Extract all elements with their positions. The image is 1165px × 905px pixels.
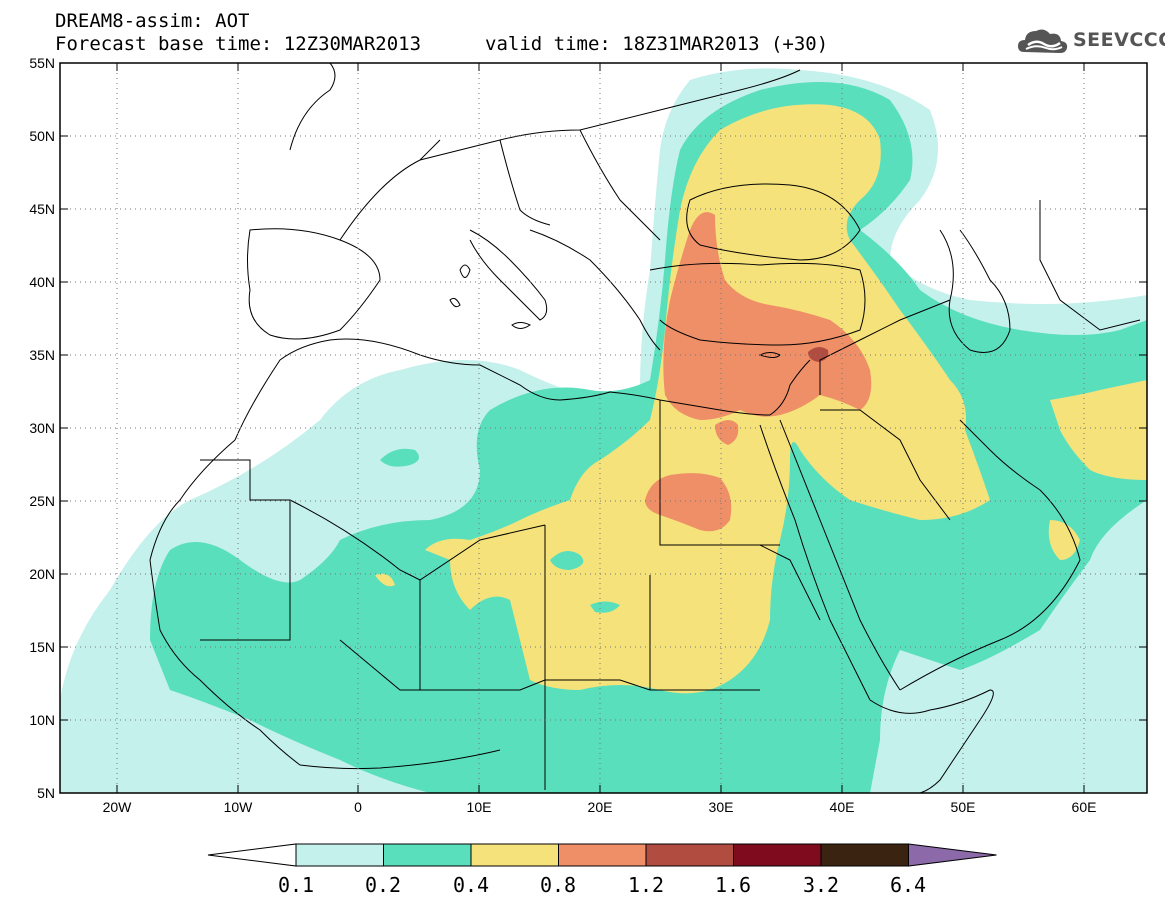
lat-label: 30N xyxy=(29,420,55,436)
lat-labels: 55N 50N 45N 40N 35N 30N 25N 20N 15N 10N … xyxy=(29,55,55,801)
valid-time: valid time: 18Z31MAR2013 (+30) xyxy=(485,33,829,55)
coastlines xyxy=(149,63,1141,793)
lon-label: 30E xyxy=(709,799,734,815)
colorbar-label: 0.4 xyxy=(453,873,489,897)
lon-label: 60E xyxy=(1072,799,1097,815)
lon-label: 40E xyxy=(830,799,855,815)
forecast-base-time: Forecast base time: 12Z30MAR2013 xyxy=(55,33,422,55)
colorbar-swatch xyxy=(470,843,559,867)
logo-text: SEEVCCC xyxy=(1073,29,1165,51)
lat-label: 55N xyxy=(29,55,55,71)
lat-label: 5N xyxy=(37,785,55,801)
colorbar xyxy=(207,843,997,867)
tick-marks xyxy=(60,62,1147,794)
lat-label: 35N xyxy=(29,347,55,363)
colorbar-swatch xyxy=(295,843,384,867)
lon-labels: 20W 10W 0 10E 20E 30E 40E 50E 60E xyxy=(103,799,1097,815)
colorbar-swatch xyxy=(820,843,909,867)
map-title: DREAM8-assim: AOT xyxy=(55,10,250,32)
lat-label: 25N xyxy=(29,493,55,509)
lat-label: 40N xyxy=(29,274,55,290)
colorbar-swatch xyxy=(733,843,822,867)
colorbar-label: 0.2 xyxy=(365,873,401,897)
lon-label: 20E xyxy=(588,799,613,815)
lon-label: 10W xyxy=(224,799,254,815)
colorbar-label: 1.2 xyxy=(628,873,664,897)
lon-label: 0 xyxy=(354,799,362,815)
aot-field xyxy=(60,68,1147,793)
colorbar-label: 0.8 xyxy=(540,873,576,897)
lat-label: 10N xyxy=(29,712,55,728)
lon-label: 50E xyxy=(951,799,976,815)
colorbar-right-arrow xyxy=(908,843,997,867)
colorbar-swatch xyxy=(383,843,472,867)
lat-label: 20N xyxy=(29,566,55,582)
colorbar-label: 6.4 xyxy=(890,873,926,897)
cloud-logo-icon xyxy=(1018,29,1068,53)
colorbar-swatch xyxy=(558,843,647,867)
lon-label: 10E xyxy=(467,799,492,815)
colorbar-label: 1.6 xyxy=(715,873,751,897)
colorbar-swatch xyxy=(645,843,734,867)
colorbar-label: 0.1 xyxy=(278,873,314,897)
colorbar-label: 3.2 xyxy=(803,873,839,897)
colorbar-labels: 0.1 0.2 0.4 0.8 1.2 1.6 3.2 6.4 xyxy=(278,873,926,897)
lat-label: 15N xyxy=(29,639,55,655)
lon-label: 20W xyxy=(103,799,133,815)
colorbar-left-arrow xyxy=(207,843,297,867)
aot-band-0-8 xyxy=(645,212,872,532)
lat-label: 50N xyxy=(29,128,55,144)
lat-label: 45N xyxy=(29,201,55,217)
grid-lines xyxy=(60,63,1147,793)
